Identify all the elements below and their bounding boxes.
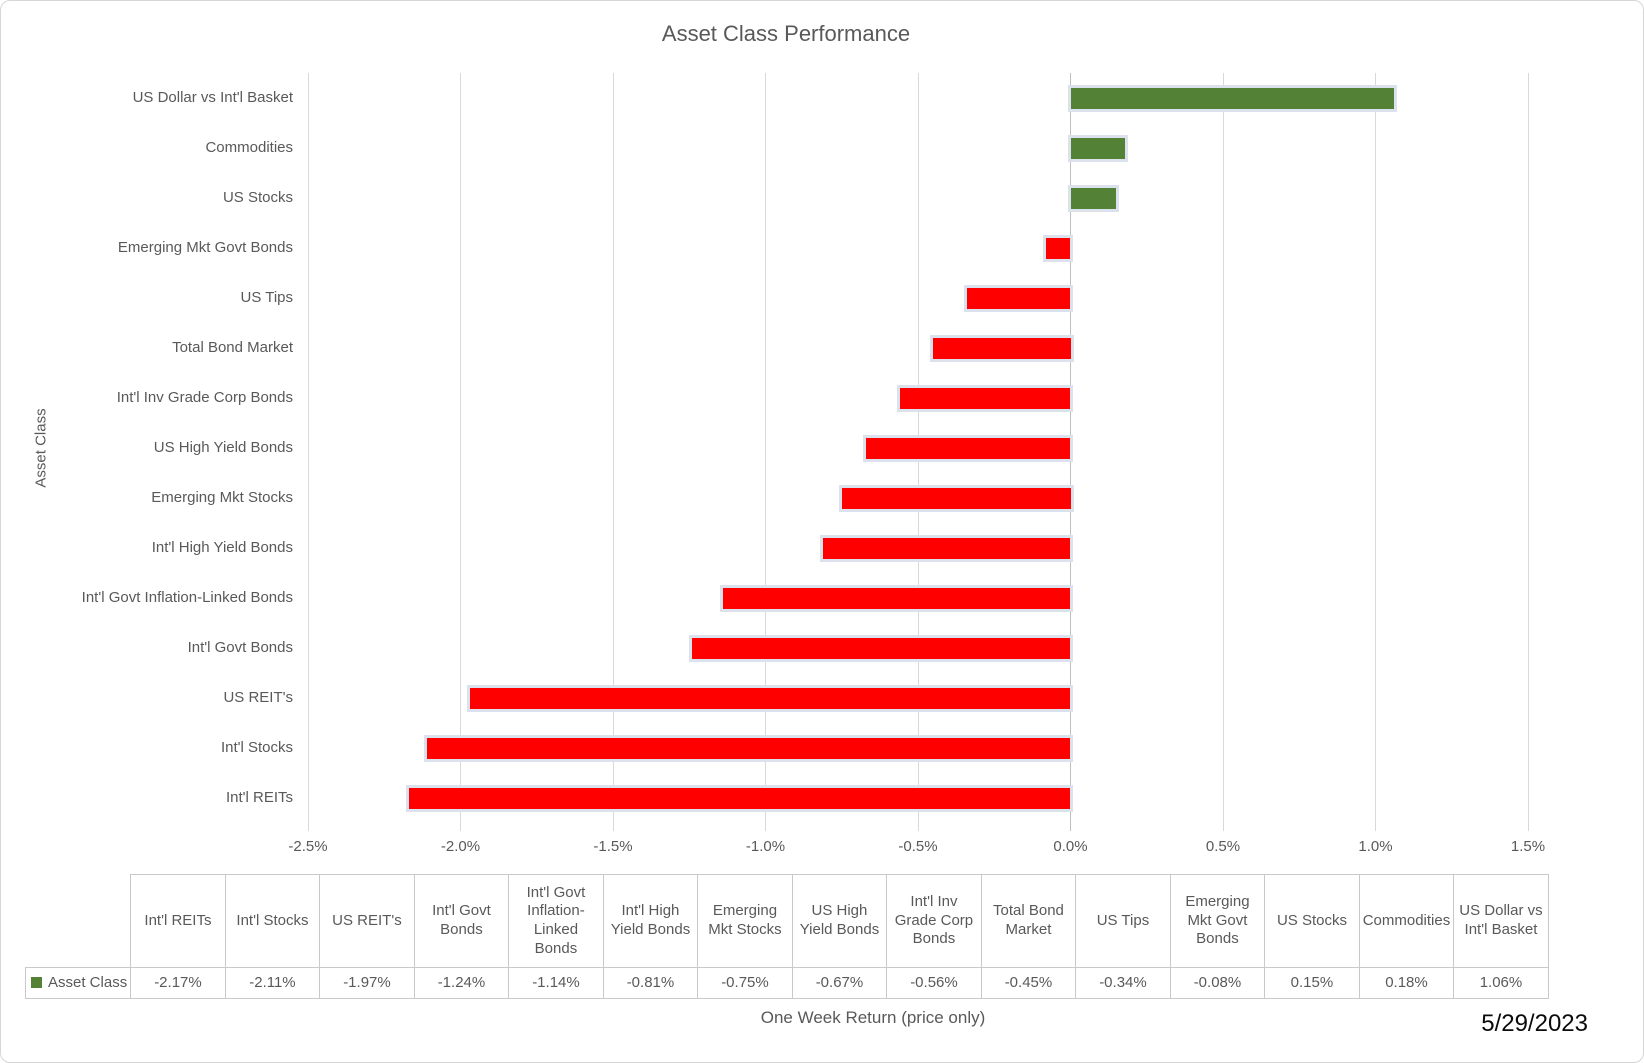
table-header-cell: Int'l REITs — [130, 874, 226, 968]
table-value-cell: -2.17% — [130, 967, 226, 999]
y-axis-category-label: US High Yield Bonds — [153, 439, 293, 456]
table-value-cell: 0.18% — [1358, 967, 1455, 999]
table-value-cell: 0.15% — [1264, 967, 1360, 999]
x-tick-label: 0.5% — [1205, 838, 1241, 855]
table-value-cell: 1.06% — [1453, 967, 1549, 999]
table-value-cell: -2.11% — [224, 967, 321, 999]
x-axis-title: One Week Return (price only) — [760, 1008, 986, 1027]
x-tick-label: -0.5% — [898, 838, 938, 855]
bar — [866, 437, 1071, 459]
x-tick-label: -2.5% — [288, 838, 328, 855]
bar — [841, 487, 1071, 509]
table-value-cell: -0.75% — [697, 967, 793, 999]
table-value-cell: -0.34% — [1075, 967, 1171, 999]
table-value-cell: -0.81% — [602, 967, 699, 999]
table-value-cell: -1.24% — [413, 967, 510, 999]
table-header-cell: US REIT's — [319, 874, 415, 968]
y-axis-category-label: Int'l Govt Inflation-Linked Bonds — [81, 589, 293, 606]
table-header-cell: Int'l Govt Bonds — [413, 874, 510, 968]
bar — [1046, 237, 1071, 259]
y-axis-category-label: Int'l Stocks — [220, 739, 293, 756]
table-header-cell: US High Yield Bonds — [791, 874, 888, 968]
x-tick-label: 1.0% — [1358, 838, 1393, 855]
bar — [933, 337, 1071, 359]
date-label: 5/29/2023 — [1481, 1010, 1588, 1037]
bar — [1070, 87, 1394, 109]
series-color-swatch — [31, 976, 42, 988]
bar — [823, 537, 1071, 559]
gridline — [765, 73, 766, 831]
chart-title: Asset Class Performance — [661, 21, 911, 46]
y-axis-category-label: Int'l Inv Grade Corp Bonds — [116, 389, 293, 406]
table-value-cell: -0.08% — [1169, 967, 1266, 999]
gridline — [460, 73, 461, 831]
table-header-cell: Emerging Mkt Stocks — [697, 874, 793, 968]
x-tick-label: -2.0% — [440, 838, 481, 855]
table-header-cell: Int'l Govt Inflation-Linked Bonds — [508, 874, 604, 968]
y-axis-category-label: Int'l REITs — [225, 789, 293, 806]
x-tick-label: -1.0% — [745, 838, 786, 855]
table-corner-cell — [26, 875, 131, 968]
table-header-cell: Emerging Mkt Govt Bonds — [1169, 874, 1266, 968]
table-header-cell: US Dollar vs Int'l Basket — [1453, 874, 1549, 968]
table-value-cell: -1.97% — [319, 967, 415, 999]
gridline — [307, 73, 309, 831]
y-axis-category-label: US Stocks — [222, 189, 293, 206]
y-axis-category-label: US Tips — [240, 289, 293, 306]
table-value-cell: -1.14% — [508, 967, 604, 999]
table-header-cell: Total Bond Market — [980, 874, 1077, 968]
series-legend-label: Asset Class — [48, 973, 128, 991]
bar — [966, 287, 1071, 309]
table-value-cell: -0.67% — [791, 967, 888, 999]
table-header-cell: Commodities — [1358, 874, 1455, 968]
table-value-cell: -0.45% — [980, 967, 1077, 999]
bar — [722, 587, 1071, 609]
bar — [408, 787, 1071, 809]
zero-gridline — [1070, 73, 1071, 831]
table-header-cell: Int'l Inv Grade Corp Bonds — [886, 874, 982, 968]
bar — [469, 687, 1071, 709]
bar — [1070, 137, 1126, 159]
y-axis-category-label: Int'l Govt Bonds — [187, 639, 293, 656]
data-table-grid: Int'l REITs Int'l Stocks US REIT's Int'l Go… — [24, 874, 1549, 999]
y-axis-category-label: US REIT's — [223, 689, 293, 706]
x-tick-label: 1.5% — [1510, 838, 1546, 855]
plot-area — [307, 73, 1529, 831]
y-axis-category-label: Total Bond Market — [172, 339, 293, 356]
table-header-cell: Int'l Stocks — [224, 874, 321, 968]
x-tick-label: -1.5% — [593, 838, 633, 855]
table-header-cell: US Tips — [1075, 874, 1171, 968]
y-axis-category-label: Emerging Mkt Govt Bonds — [117, 239, 293, 256]
table-header-cell: Int'l High Yield Bonds — [602, 874, 699, 968]
bar — [1070, 187, 1117, 209]
y-axis-category-label: Int'l High Yield Bonds — [151, 539, 293, 556]
bar — [692, 637, 1071, 659]
gridline — [1375, 73, 1376, 831]
gridline — [1527, 73, 1529, 831]
data-table: Int'l REITs Int'l Stocks US REIT's Int'l Go… — [24, 874, 1549, 999]
bar — [426, 737, 1071, 759]
y-axis-category-label: Emerging Mkt Stocks — [151, 489, 293, 506]
gridline — [612, 73, 614, 831]
x-tick-label: 0.0% — [1053, 838, 1088, 855]
gridline — [1222, 73, 1224, 831]
table-header-cell: US Stocks — [1264, 874, 1360, 968]
y-axis-category-label: Commodities — [205, 139, 293, 156]
y-axis-category-label: US Dollar vs Int'l Basket — [132, 89, 293, 106]
series-legend-cell: Asset Class — [24, 967, 132, 999]
table-value-cell: -0.56% — [886, 967, 982, 999]
bar — [899, 387, 1071, 409]
